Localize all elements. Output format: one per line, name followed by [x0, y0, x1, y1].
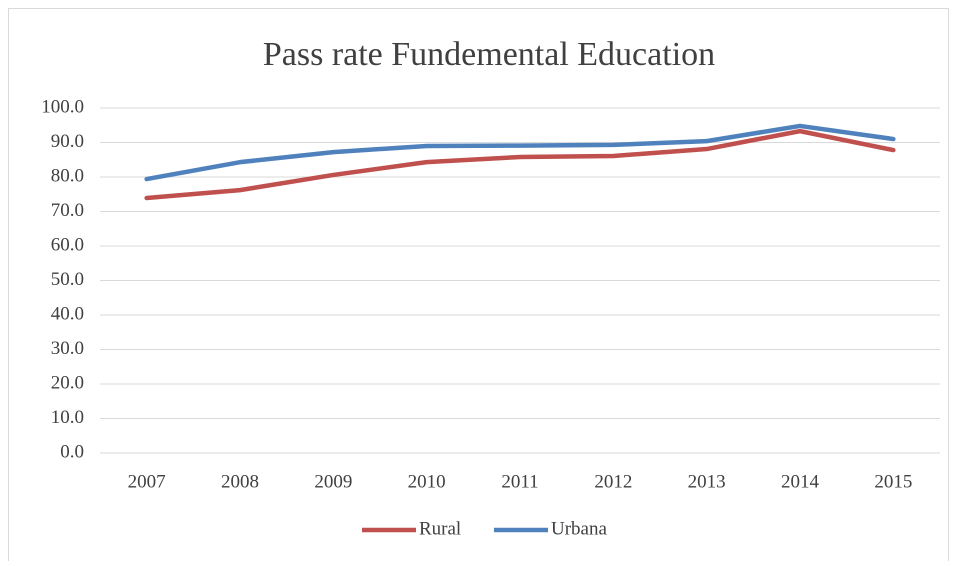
line-series	[144, 123, 896, 182]
legend-label: Rural	[419, 518, 461, 539]
x-tick-label: 2012	[594, 471, 632, 492]
y-tick-label: 50.0	[51, 269, 84, 290]
x-tick-label: 2008	[221, 471, 259, 492]
y-tick-label: 30.0	[51, 338, 84, 359]
x-tick-label: 2013	[688, 471, 726, 492]
line-series	[144, 128, 896, 201]
x-tick-label: 2009	[314, 471, 352, 492]
x-tick-label: 2011	[501, 471, 538, 492]
y-tick-label: 100.0	[41, 96, 84, 117]
y-tick-label: 0.0	[60, 441, 84, 462]
legend-label: Urbana	[551, 518, 607, 539]
x-tick-label: 2007	[128, 471, 166, 492]
chart-border	[8, 8, 949, 566]
x-tick-label: 2014	[781, 471, 820, 492]
chart-title: Pass rate Fundemental Education	[263, 36, 715, 73]
y-tick-label: 80.0	[51, 165, 84, 186]
x-tick-label: 2010	[408, 471, 446, 492]
y-tick-label: 40.0	[51, 303, 84, 324]
y-tick-label: 10.0	[51, 407, 84, 428]
y-tick-label: 60.0	[51, 234, 84, 255]
x-tick-label: 2015	[874, 471, 912, 492]
y-tick-label: 20.0	[51, 372, 84, 393]
y-tick-label: 70.0	[51, 200, 84, 221]
y-tick-label: 90.0	[51, 131, 84, 152]
